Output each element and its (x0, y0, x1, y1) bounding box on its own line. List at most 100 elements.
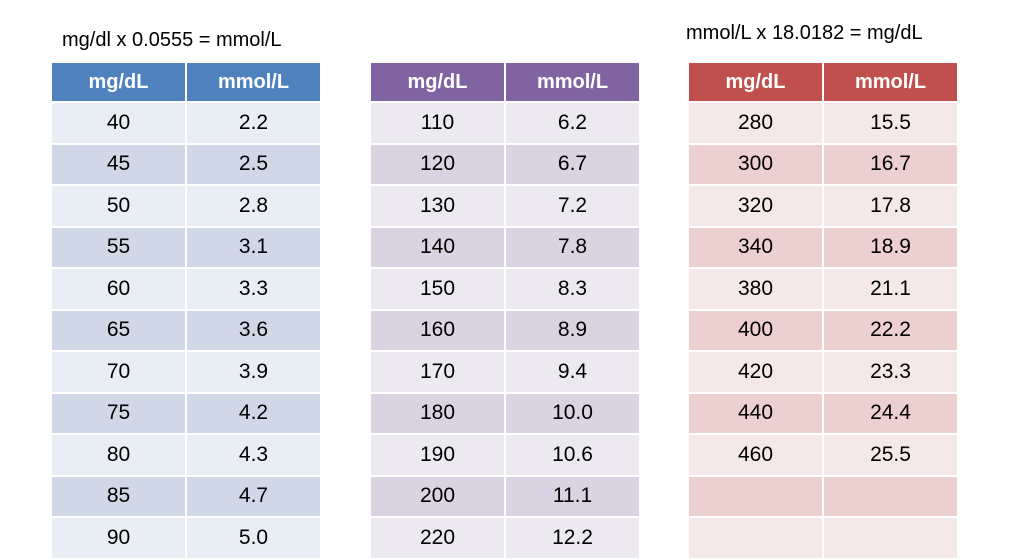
table-cell: 12.2 (506, 518, 639, 558)
table-cell: 180 (371, 393, 504, 433)
table-cell: 2.5 (187, 144, 320, 184)
table-cell: 45 (52, 144, 185, 184)
table-cell: 55 (52, 227, 185, 267)
table-cell: 110 (371, 103, 504, 143)
table-cell: 21.1 (824, 269, 957, 309)
table-cell: 8.3 (506, 269, 639, 309)
formula: mg/dl x 0.0555 = mmol/L (62, 29, 282, 51)
table-row: 200 11.1 (371, 476, 639, 516)
formula: mmol/L x 18.0182 = mg/dL (686, 22, 923, 44)
header-cell: mmol/L (506, 63, 639, 101)
table-row: 40 2.2 (52, 103, 320, 143)
table-row: 420 23.3 (689, 352, 957, 392)
table-row: 70 3.9 (52, 352, 320, 392)
table-cell: 40 (52, 103, 185, 143)
table-cell: 6.7 (506, 144, 639, 184)
table-cell: 170 (371, 352, 504, 392)
table-row: 140 7.8 (371, 227, 639, 267)
table-cell: 3.3 (187, 269, 320, 309)
table-cell: 7.2 (506, 186, 639, 226)
table-cell: 280 (689, 103, 822, 143)
table-cell: 22.2 (824, 310, 957, 350)
table-row: 45 2.5 (52, 144, 320, 184)
table-row: 80 4.3 (52, 435, 320, 475)
table-cell: 4.2 (187, 393, 320, 433)
table-cell: 75 (52, 393, 185, 433)
table-cell: 380 (689, 269, 822, 309)
table-header: mg/dL mmol/L (52, 63, 320, 101)
table-row: 400 22.2 (689, 310, 957, 350)
table-cell: 11.1 (506, 476, 639, 516)
table-cell: 300 (689, 144, 822, 184)
table-row: 110 6.2 (371, 103, 639, 143)
table-cell: 15.5 (824, 103, 957, 143)
table-cell: 7.8 (506, 227, 639, 267)
table-cell: 70 (52, 352, 185, 392)
header-row: mg/dL mmol/L (52, 63, 320, 101)
table-row: 60 3.3 (52, 269, 320, 309)
table-cell: 8.9 (506, 310, 639, 350)
table-cell: 25.5 (824, 435, 957, 475)
empty-cell (824, 476, 957, 516)
table-row: 90 5.0 (52, 518, 320, 558)
table-cell: 2.8 (187, 186, 320, 226)
table-row: 180 10.0 (371, 393, 639, 433)
table-cell: 140 (371, 227, 504, 267)
table-cell: 5.0 (187, 518, 320, 558)
table-row: 120 6.7 (371, 144, 639, 184)
table-row (689, 476, 957, 516)
table-cell: 60 (52, 269, 185, 309)
table-cell: 400 (689, 310, 822, 350)
table-cell: 24.4 (824, 393, 957, 433)
table-row: 75 4.2 (52, 393, 320, 433)
table-row: 50 2.8 (52, 186, 320, 226)
table-row: 65 3.6 (52, 310, 320, 350)
table-row: 130 7.2 (371, 186, 639, 226)
header-row: mg/dL mmol/L (689, 63, 957, 101)
table-cell: 3.6 (187, 310, 320, 350)
table-body: 110 6.2 120 6.7 130 7.2 140 7.8 150 8.3 160 8.9 170 9… (371, 103, 639, 558)
table-cell: 9.4 (506, 352, 639, 392)
table-row: 220 12.2 (371, 518, 639, 558)
table-cell: 6.2 (506, 103, 639, 143)
table-row: 460 25.5 (689, 435, 957, 475)
header-cell: mmol/L (824, 63, 957, 101)
table-cell: 420 (689, 352, 822, 392)
table-cell: 130 (371, 186, 504, 226)
table-cell: 120 (371, 144, 504, 184)
header-row: mg/dL mmol/L (371, 63, 639, 101)
table-cell: 16.7 (824, 144, 957, 184)
table-row: 340 18.9 (689, 227, 957, 267)
table-cell: 18.9 (824, 227, 957, 267)
table-cell: 90 (52, 518, 185, 558)
table-cell: 4.7 (187, 476, 320, 516)
header-cell: mg/dL (371, 63, 504, 101)
conversion-table: mg/dL mmol/L 40 2.2 45 2.5 50 2.8 55 3.1 60 3.3 65 3.… (50, 61, 322, 560)
table-cell: 320 (689, 186, 822, 226)
table-cell: 150 (371, 269, 504, 309)
table-row: 380 21.1 (689, 269, 957, 309)
table-cell: 200 (371, 476, 504, 516)
table-row: 280 15.5 (689, 103, 957, 143)
table-cell: 10.6 (506, 435, 639, 475)
page: mg/dl x 0.0555 = mmol/L mmol/L x 18.0182… (52, 22, 957, 558)
table-row: 160 8.9 (371, 310, 639, 350)
conversion-table: mg/dL mmol/L 110 6.2 120 6.7 130 7.2 140 7.8 150 8.… (369, 61, 641, 560)
table-row: 440 24.4 (689, 393, 957, 433)
table-row: 85 4.7 (52, 476, 320, 516)
table-row: 150 8.3 (371, 269, 639, 309)
table-cell: 17.8 (824, 186, 957, 226)
table-cell: 460 (689, 435, 822, 475)
table-cell: 80 (52, 435, 185, 475)
table-row: 170 9.4 (371, 352, 639, 392)
table-cell: 2.2 (187, 103, 320, 143)
table-cell: 220 (371, 518, 504, 558)
empty-cell (689, 518, 822, 558)
table-row (689, 518, 957, 558)
table-cell: 65 (52, 310, 185, 350)
table-cell: 440 (689, 393, 822, 433)
table-header: mg/dL mmol/L (371, 63, 639, 101)
header-cell: mg/dL (52, 63, 185, 101)
table-row: 320 17.8 (689, 186, 957, 226)
header-cell: mmol/L (187, 63, 320, 101)
